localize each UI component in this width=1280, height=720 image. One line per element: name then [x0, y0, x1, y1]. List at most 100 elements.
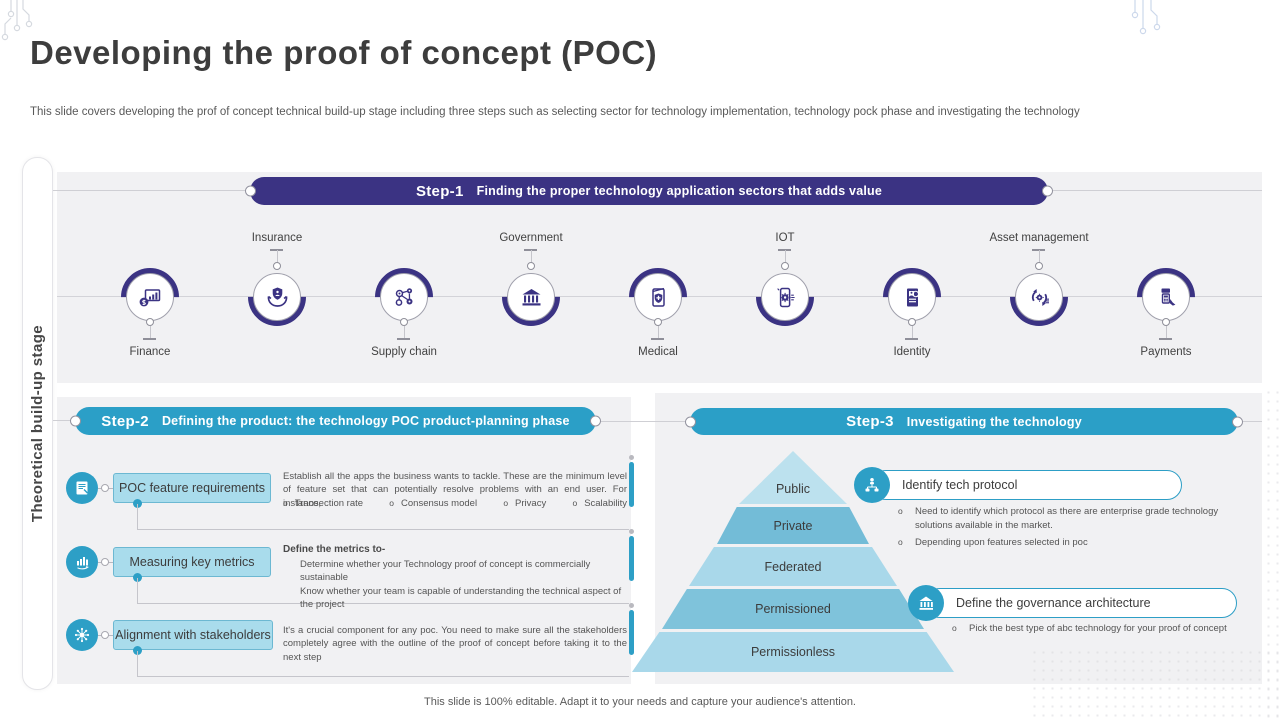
callout-title: Define the governance architecture: [956, 596, 1151, 610]
sector-label-insurance: Insurance: [251, 232, 303, 244]
stem-node: [1035, 262, 1043, 270]
sector-label-government: Government: [499, 232, 563, 244]
iot-icon: [776, 287, 795, 307]
step3-title: Investigating the technology: [906, 414, 1082, 429]
step3-label: Step-3: [846, 413, 894, 430]
governance-bullets: Pick the best type of abc technology for…: [952, 622, 1262, 639]
slider-decoration: [629, 529, 634, 534]
stem-line: [1039, 250, 1040, 263]
medical-icon: [651, 287, 665, 307]
alignment-description: It's a crucial component for any poc. Yo…: [283, 625, 627, 663]
stem-cap: [397, 338, 410, 340]
bracket-line: [137, 504, 138, 529]
step3-banner: Step-3 Investigating the technology: [685, 408, 1243, 435]
bullet-item: Scalability: [572, 498, 627, 509]
poc-feature-icon-circle: [66, 472, 98, 504]
metrics-icon: [77, 557, 89, 570]
sector-label-payments: Payments: [1140, 346, 1192, 358]
governance-icon-circle: [908, 585, 944, 621]
theoretical-buildup-sidebar: Theoretical build-up stage: [22, 157, 53, 690]
identity-icon: [906, 288, 920, 306]
anchor-dot: [133, 499, 142, 508]
stem-node: [1162, 318, 1170, 326]
pyramid-level-federated: Federated: [689, 547, 897, 586]
slider-decoration: [629, 610, 634, 655]
banner-endcap: [1232, 416, 1243, 427]
sector-label-iot: IOT: [775, 232, 795, 244]
banner-endcap: [590, 415, 601, 427]
connector-line: [1233, 421, 1262, 422]
sector-label-medical: Medical: [638, 346, 678, 358]
page-title: Developing the proof of concept (POC): [30, 34, 658, 71]
measuring-metrics-icon-circle: [66, 546, 98, 578]
poc-feature-bullets: Transection rate Consensus model Privacy…: [283, 498, 627, 509]
connector-line: [598, 421, 688, 422]
measuring-key-metrics-box: Measuring key metrics: [113, 547, 271, 577]
sector-label-asset-management: Asset management: [989, 232, 1089, 244]
sector-medallion-asset-management: [1015, 273, 1063, 321]
stem-node: [781, 262, 789, 270]
banner-endcap: [70, 415, 81, 427]
stem-node: [273, 262, 281, 270]
alignment-with-stakeholders-box: Alignment with stakeholders: [113, 620, 273, 650]
identify-tech-protocol-box: Identify tech protocol: [871, 470, 1182, 500]
banner-endcap: [685, 416, 696, 427]
document-icon: [76, 481, 89, 495]
stem-cap: [1032, 249, 1045, 251]
stem-cap: [524, 249, 537, 251]
step2-label: Step-2: [101, 412, 149, 430]
connector-node: [101, 484, 109, 492]
footer-note: This slide is 100% editable. Adapt it to…: [424, 696, 856, 708]
stakeholders-icon: [74, 627, 90, 643]
governance-architecture-box: Define the governance architecture: [925, 588, 1237, 618]
sector-medallion-iot: [761, 273, 809, 321]
metrics-line: Determine whether your Technology proof …: [300, 559, 591, 584]
stem-node: [400, 318, 408, 326]
sector-medallion-finance: [126, 273, 174, 321]
stem-node: [908, 318, 916, 326]
sector-medallion-government: [507, 273, 555, 321]
bracket-line: [137, 651, 138, 676]
bullet-item: Depending upon features selected in poc: [898, 536, 1250, 550]
stem-line: [912, 326, 913, 339]
stem-cap: [905, 338, 918, 340]
pyramid-level-permissioned: Permissioned: [662, 589, 924, 629]
stem-cap: [143, 338, 156, 340]
step1-title: Finding the proper technology applicatio…: [476, 184, 883, 198]
sector-label-finance: Finance: [129, 346, 171, 358]
asset-management-icon: [1031, 288, 1049, 306]
bracket-line: [137, 603, 629, 604]
slider-decoration: [629, 455, 634, 460]
bullet-item: Consensus model: [389, 498, 477, 509]
connector-node: [101, 631, 109, 639]
slide-subtitle: This slide covers developing the prof of…: [30, 106, 1080, 118]
stem-cap: [778, 249, 791, 251]
sector-medallion-medical: [634, 273, 682, 321]
metrics-line: Know whether your team is capable of und…: [300, 585, 622, 611]
sector-label-supply-chain: Supply chain: [371, 346, 437, 358]
bracket-line: [137, 529, 629, 530]
slider-decoration: [629, 462, 634, 507]
metrics-lines: Determine whether your Technology proof …: [300, 558, 632, 612]
sidebar-label: Theoretical build-up stage: [29, 324, 46, 523]
bullet-item: Need to identify which protocol as there…: [898, 505, 1250, 533]
stem-line: [658, 326, 659, 339]
stem-line: [1166, 326, 1167, 339]
governance-icon: [919, 596, 933, 610]
payments-icon: [1161, 288, 1175, 306]
stem-cap: [1159, 338, 1172, 340]
insurance-icon: [267, 287, 287, 307]
halftone-bottom-right: [1030, 648, 1280, 720]
bracket-line: [137, 676, 629, 677]
connector-line: [53, 420, 80, 421]
pyramid-level-private: Private: [717, 507, 869, 544]
stem-node: [146, 318, 154, 326]
stem-line: [404, 326, 405, 339]
pyramid-level-permissionless: Permissionless: [632, 632, 954, 672]
alignment-stakeholders-icon-circle: [66, 619, 98, 651]
stem-line: [785, 250, 786, 263]
stem-node: [527, 262, 535, 270]
stem-line: [531, 250, 532, 263]
sector-medallion-payments: [1142, 273, 1190, 321]
step2-banner: Step-2 Defining the product: the technol…: [70, 407, 601, 435]
